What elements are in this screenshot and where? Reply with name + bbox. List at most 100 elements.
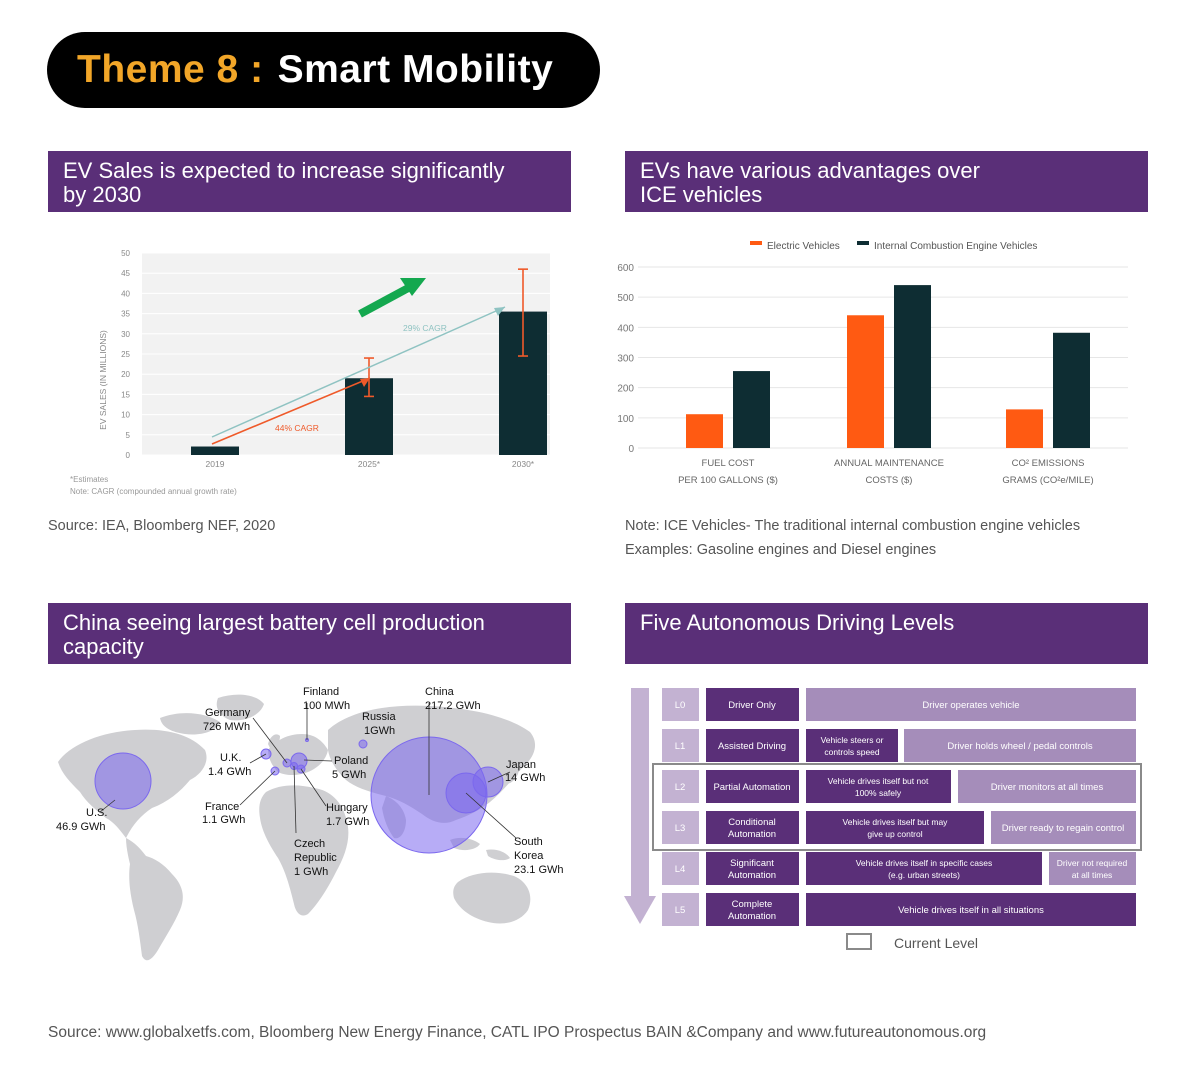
theme-title-pill: Theme 8 : Smart Mobility (47, 32, 600, 108)
battery-title-line1: China seeing largest battery cell produc… (63, 610, 485, 635)
ev-sales-x-label: 2019 (206, 459, 225, 469)
level-mid-box (806, 811, 984, 844)
autonomy-header: Five Autonomous Driving Levels (625, 603, 1148, 664)
ev-bar (686, 414, 723, 448)
value-uk: 1.4 GWh (208, 766, 251, 778)
level-right-box (904, 729, 1136, 762)
cagr-29-line (211, 306, 506, 438)
label-china: China (425, 686, 455, 698)
ev-advantages-title-line2: ICE vehicles (640, 182, 763, 207)
value-japan: 14 GWh (505, 772, 545, 784)
level-id: L4 (675, 864, 686, 875)
ev-vs-ice-y-tick: 500 (617, 293, 634, 304)
value-czech: 1 GWh (294, 866, 328, 878)
level-id: L2 (675, 782, 686, 793)
label-us: U.S. (86, 807, 107, 819)
ev-sales-chart: 0 5 10 15 20 25 30 35 40 45 50 EV SALES (IN MILLIO… (70, 249, 550, 496)
autonomy-title-line1: Five Autonomous Driving Levels (640, 610, 955, 635)
level-desc-box (806, 893, 1136, 926)
cagr-29-label: 29% CAGR (403, 323, 447, 333)
cagr-44-label: 44% CAGR (275, 423, 319, 433)
level-name-box (706, 852, 799, 885)
ev-advantages-title-line1: EVs have various advantages over (640, 158, 980, 183)
label-czech-2: Republic (294, 852, 337, 864)
theme-number: Theme 8 : (77, 48, 264, 91)
ev-sales-y-tick: 25 (121, 350, 130, 359)
current-level-legend-swatch (846, 933, 872, 950)
ev-vs-ice-x-label: COSTS ($) (866, 475, 913, 486)
value-poland: 5 GWh (332, 769, 366, 781)
ev-sales-y-tick: 30 (121, 330, 130, 339)
ev-bar (847, 315, 884, 448)
level-right-box (958, 770, 1136, 803)
ev-vs-ice-chart: Electric Vehicles Internal Combustion En… (617, 241, 1128, 486)
ev-bar (1006, 409, 1043, 448)
ev-vs-ice-x-label: PER 100 GALLONS ($) (678, 475, 778, 486)
ev-sales-y-tick: 45 (121, 269, 130, 278)
ev-sales-y-tick: 35 (121, 310, 130, 319)
level-id: L3 (675, 823, 686, 834)
value-russia: 1GWh (364, 725, 395, 737)
ice-bar (733, 371, 770, 448)
label-poland: Poland (334, 755, 368, 767)
ev-vs-ice-x-label: FUEL COST (702, 458, 755, 469)
battery-title-line2: capacity (63, 634, 144, 659)
level-right: Driver monitors at all times (991, 782, 1104, 793)
level-name: Conditional (728, 817, 776, 828)
level-mid: controls speed (824, 747, 880, 757)
value-us: 46.9 GWh (56, 821, 106, 833)
legend-ev-label: Electric Vehicles (767, 241, 840, 252)
label-france: France (205, 801, 239, 813)
label-russia: Russia (362, 711, 397, 723)
ev-sales-y-tick: 50 (121, 249, 130, 258)
level-id-box (662, 770, 699, 803)
level-id-box (662, 811, 699, 844)
ev-sales-footnote-cagr: Note: CAGR (compounded annual growth rat… (70, 487, 237, 496)
legend-ev-swatch (750, 241, 762, 245)
ev-vs-ice-x-label: CO² EMISSIONS (1012, 458, 1085, 469)
ice-bar (1053, 332, 1090, 448)
ev-sales-y-tick: 10 (121, 411, 130, 420)
growth-arrow-icon (358, 282, 414, 318)
label-japan: Japan (506, 759, 536, 771)
ev-sales-y-ticks: 0 5 10 15 20 25 30 35 40 45 50 (121, 249, 130, 460)
level-desc-box (806, 688, 1136, 721)
legend-ice-label: Internal Combustion Engine Vehicles (874, 241, 1037, 252)
legend-ice-swatch (857, 241, 869, 245)
level-name: Significant (730, 858, 774, 869)
level-right: Driver not required (1057, 858, 1128, 868)
ev-vs-ice-y-tick: 400 (617, 323, 634, 334)
cagr-29-arrowhead (494, 307, 505, 316)
ev-sales-y-label: EV SALES (IN MILLIONS) (98, 330, 108, 430)
ev-vs-ice-y-tick: 600 (617, 263, 634, 274)
ice-note-line2: Examples: Gasoline engines and Diesel en… (625, 542, 937, 558)
ev-advantages-header: EVs have various advantages over ICE veh… (625, 151, 1148, 212)
autonomy-levels-diagram: L0 Driver Only Driver operates vehicle L1 As… (624, 688, 1142, 951)
level-id-box (662, 729, 699, 762)
ev-sales-x-label: 2030* (512, 459, 535, 469)
level-name: Partial Automation (713, 782, 790, 793)
label-south-korea-1: South (514, 836, 543, 848)
level-name: Complete (732, 899, 773, 910)
level-right: Driver ready to regain control (1002, 823, 1125, 834)
level-right: at all times (1072, 870, 1113, 880)
ev-sales-title-line1: EV Sales is expected to increase signifi… (63, 158, 505, 183)
ev-sales-y-tick: 5 (126, 431, 131, 440)
level-mid-box (806, 770, 951, 803)
label-germany: Germany (205, 707, 251, 719)
ev-sales-y-tick: 20 (121, 370, 130, 379)
level-mid-box (806, 852, 1042, 885)
ev-vs-ice-y-tick: 200 (617, 384, 634, 395)
theme-title: Smart Mobility (277, 48, 554, 91)
footer-source: Source: www.globalxetfs.com, Bloomberg N… (48, 1024, 987, 1041)
level-mid: Vehicle drives itself but not (828, 776, 929, 786)
level-mid: Vehicle steers or (821, 735, 884, 745)
value-china: 217.2 GWh (425, 700, 481, 712)
level-name-box (706, 729, 799, 762)
ev-sales-bar (191, 446, 239, 455)
level-desc: Vehicle drives itself in all situations (898, 905, 1044, 916)
growth-arrowhead-icon (400, 278, 426, 296)
level-right: Driver holds wheel / pedal controls (947, 741, 1092, 752)
level-name-box (706, 893, 799, 926)
ev-sales-y-tick: 40 (121, 289, 130, 298)
